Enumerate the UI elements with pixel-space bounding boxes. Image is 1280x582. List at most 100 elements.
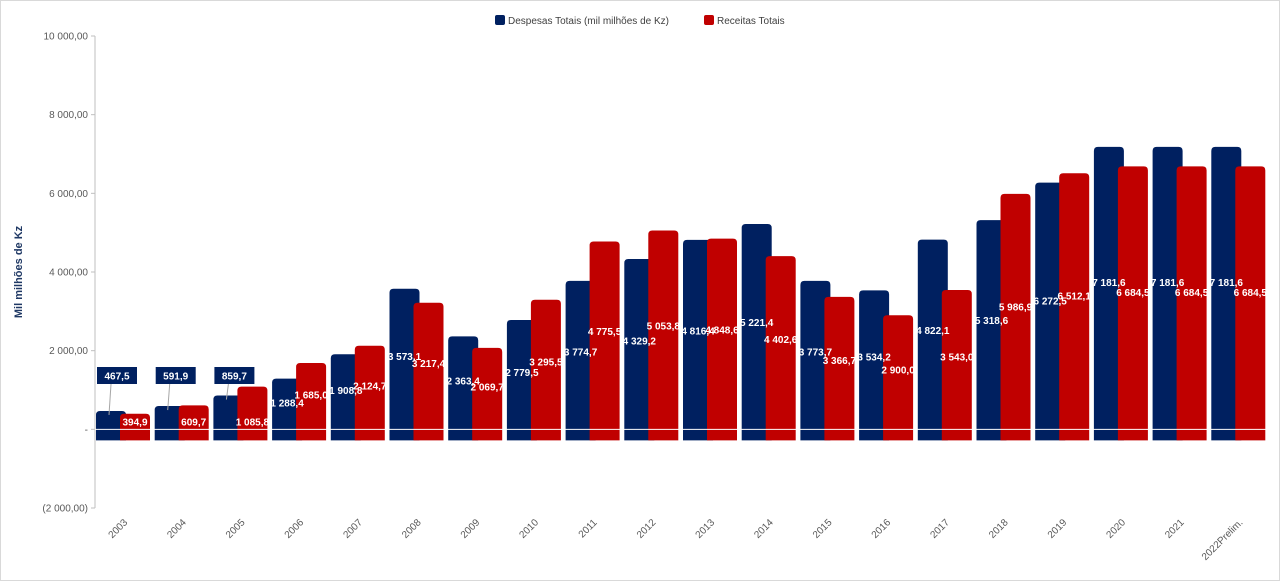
bar-value-label-despesas: 4 816,4 bbox=[681, 326, 715, 337]
bar-receitas bbox=[707, 238, 737, 441]
bar-value-label-receitas: 4 848,6 bbox=[705, 326, 739, 337]
bar-value-label-despesas: 1 288,4 bbox=[270, 398, 304, 409]
bar-value-label-receitas: 6 684,5 bbox=[1116, 288, 1150, 299]
legend-swatch bbox=[704, 15, 714, 25]
bar-receitas bbox=[1059, 173, 1090, 441]
bar-despesas bbox=[154, 406, 185, 441]
x-tick-label: 2012 bbox=[635, 517, 659, 541]
x-tick-label: 2004 bbox=[165, 517, 189, 541]
x-tick-label: 2016 bbox=[870, 517, 894, 541]
bar-despesas bbox=[917, 239, 948, 441]
bar-value-label-receitas: 609,7 bbox=[181, 417, 206, 428]
bar-value-label-receitas: 6 684,5 bbox=[1175, 288, 1209, 299]
y-tick-label: 10 000,00 bbox=[44, 32, 89, 43]
bar-value-label-despesas: 859,7 bbox=[222, 372, 247, 383]
bar-receitas bbox=[765, 256, 796, 441]
bar-despesas bbox=[96, 410, 126, 441]
bar-value-label-receitas: 6 512,1 bbox=[1058, 292, 1092, 303]
bar-value-label-despesas: 591,9 bbox=[163, 372, 188, 383]
bar-value-label-receitas: 2 124,7 bbox=[353, 381, 387, 392]
bar-value-label-despesas: 7 181,6 bbox=[1210, 278, 1244, 289]
x-tick-label: 2010 bbox=[518, 517, 542, 541]
callout-box bbox=[155, 367, 196, 384]
bar-despesas bbox=[1152, 146, 1183, 441]
bar-despesas bbox=[330, 354, 361, 441]
bar-receitas bbox=[237, 386, 268, 441]
bar-value-label-despesas: 5 221,4 bbox=[740, 318, 774, 329]
x-tick-label: 2017 bbox=[928, 517, 952, 541]
callout-box bbox=[97, 367, 137, 384]
y-tick-label: 6 000,00 bbox=[49, 189, 88, 200]
bar-despesas bbox=[389, 288, 420, 441]
bar-receitas bbox=[1235, 166, 1266, 441]
bar-despesas bbox=[859, 290, 890, 441]
x-tick-label: 2015 bbox=[811, 517, 835, 541]
bar-receitas bbox=[941, 289, 972, 441]
y-tick-label: 2 000,00 bbox=[49, 346, 88, 357]
callout-box bbox=[214, 367, 255, 384]
callout-leader bbox=[167, 383, 171, 411]
bar-despesas bbox=[624, 259, 655, 441]
bar-receitas bbox=[589, 241, 620, 441]
bar-value-label-despesas: 4 329,2 bbox=[623, 336, 657, 347]
x-tick-label: 2014 bbox=[752, 517, 776, 541]
x-tick-label: 2020 bbox=[1105, 517, 1129, 541]
bar-value-label-despesas: 2 363,4 bbox=[447, 376, 481, 387]
bar-value-label-despesas: 1 908,8 bbox=[329, 386, 363, 397]
bar-despesas bbox=[800, 280, 831, 441]
bar-despesas bbox=[976, 220, 1007, 441]
y-tick-label: (2 000,00) bbox=[42, 504, 88, 515]
bar-despesas bbox=[1035, 182, 1066, 441]
bar-receitas bbox=[1117, 166, 1148, 441]
bar-value-label-despesas: 3 774,7 bbox=[564, 348, 598, 359]
x-tick-label: 2003 bbox=[107, 517, 131, 541]
bar-value-label-receitas: 3 543,0 bbox=[940, 352, 974, 363]
x-axis: 2003 2004 2005 2006 2007 2008 2009 2010 2011 2012… bbox=[107, 517, 1246, 563]
bar-receitas bbox=[413, 302, 444, 441]
x-tick-label: 2018 bbox=[987, 517, 1011, 541]
bar-value-label-despesas: 6 272,5 bbox=[1034, 297, 1068, 308]
bar-despesas bbox=[448, 336, 479, 441]
legend-label: Receitas Totais bbox=[717, 16, 785, 27]
x-tick-label: 2005 bbox=[224, 517, 248, 541]
bar-despesas bbox=[506, 320, 537, 441]
bar-despesas bbox=[1093, 146, 1124, 441]
x-tick-label: 2008 bbox=[400, 517, 424, 541]
y-axis: (2 000,00) - 2 000,00 4 000,00 6 000,00 8 000… bbox=[42, 32, 96, 515]
bar-receitas bbox=[883, 315, 914, 441]
x-tick-label: 2019 bbox=[1046, 517, 1070, 541]
bar-receitas bbox=[178, 405, 209, 441]
bar-value-label-receitas: 5 053,8 bbox=[647, 321, 681, 332]
bar-receitas bbox=[1176, 166, 1207, 441]
bar-receitas bbox=[354, 345, 385, 441]
x-tick-label: 2022Prelim. bbox=[1200, 517, 1246, 563]
x-tick-label: 2013 bbox=[694, 517, 718, 541]
bar-despesas bbox=[565, 280, 596, 441]
legend-swatch bbox=[495, 15, 505, 25]
bar-value-label-receitas: 4 775,5 bbox=[588, 327, 622, 338]
bar-value-label-receitas: 1 085,8 bbox=[236, 417, 270, 428]
bar-value-label-despesas: 467,5 bbox=[104, 372, 129, 383]
bar-despesas bbox=[272, 378, 303, 441]
bar-receitas bbox=[1000, 193, 1031, 441]
x-tick-label: 2006 bbox=[283, 517, 307, 541]
y-tick-label: 4 000,00 bbox=[49, 268, 88, 279]
x-tick-label: 2009 bbox=[459, 517, 483, 541]
bar-value-label-despesas: 3 573,1 bbox=[388, 352, 422, 363]
x-tick-label: 2007 bbox=[341, 517, 365, 541]
legend: Despesas Totais (mil milhões de Kz) Recei… bbox=[495, 15, 785, 27]
bar-receitas bbox=[472, 347, 503, 441]
bar-receitas bbox=[824, 296, 855, 441]
x-tick-label: 2011 bbox=[577, 517, 600, 540]
bar-value-label-despesas: 4 822,1 bbox=[916, 326, 950, 337]
callout-leader bbox=[225, 383, 229, 400]
callout-leader bbox=[108, 383, 112, 415]
bar-value-label-receitas: 3 295,5 bbox=[529, 357, 563, 368]
bar-value-label-receitas: 4 402,6 bbox=[764, 335, 798, 346]
bar-value-label-receitas: 3 217,4 bbox=[412, 359, 446, 370]
bar-receitas bbox=[648, 230, 679, 441]
bar-value-label-despesas: 3 773,7 bbox=[799, 348, 833, 359]
bar-despesas bbox=[741, 223, 772, 441]
